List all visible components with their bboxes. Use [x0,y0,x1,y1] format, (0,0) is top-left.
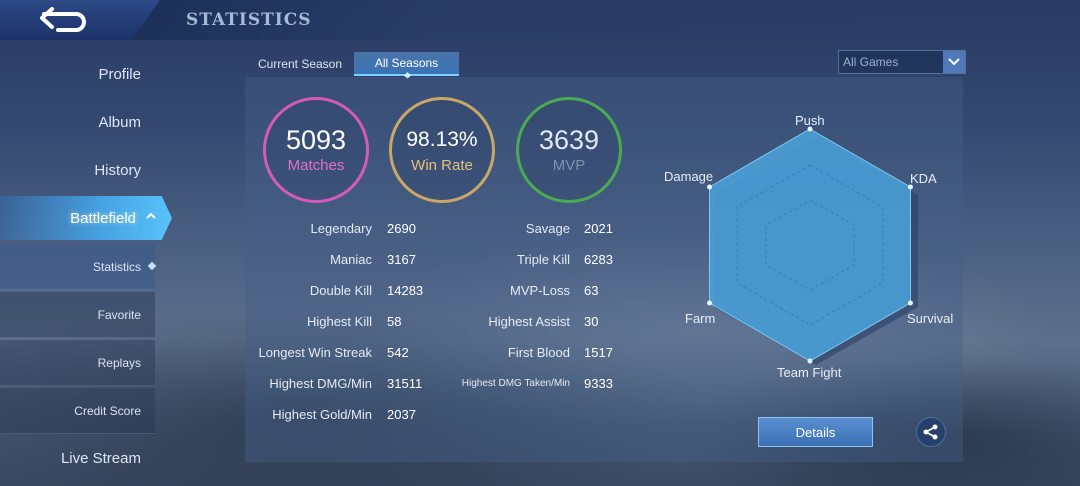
sidebar-item-profile[interactable]: Profile [0,50,155,98]
tab-current-season[interactable]: Current Season [257,57,343,71]
stat-value-legendary: 2690 [387,221,416,236]
sidebar-item-label: Album [98,113,141,131]
matches-value: 5093 [285,125,347,155]
matches-summary: 5093 Matches [263,97,369,203]
back-button[interactable] [0,0,160,40]
stat-label-double-kill: Double Kill [309,283,372,298]
stat-value-mvp-loss: 63 [584,283,599,298]
radar-point [907,300,913,306]
win-rate-label: Win Rate [411,157,473,174]
stat-label-savage: Savage [525,221,570,236]
sidebar-item-label: Live Stream [60,449,141,467]
mvp-summary: 3639 MVP [516,97,622,203]
top-bar [0,0,1080,40]
matches-label: Matches [287,157,345,174]
sidebar-item-label: Favorite [97,307,141,322]
chevron-up-icon [146,212,156,219]
share-button[interactable] [916,417,946,447]
stat-label-first-blood: First Blood [507,345,570,360]
game-filter-value: All Games [843,55,899,69]
radar-axis-label: Push [795,113,825,128]
stat-label-legendary: Legendary [310,221,372,236]
stat-value-maniac: 3167 [387,252,416,267]
sidebar-item-live-stream[interactable]: Live Stream [0,434,155,482]
stat-value-savage: 2021 [584,221,613,236]
radar-axis-label: Farm [685,311,716,326]
sidebar-item-battlefield[interactable]: Battlefield [0,196,172,240]
tab-all-seasons[interactable]: All Seasons [354,52,459,80]
stat-value-triple-kill: 6283 [584,252,613,267]
sidebar-item-label: Statistics [92,259,141,274]
sidebar-subitem-statistics[interactable]: Statistics [0,244,157,290]
stat-label-triple-kill: Triple Kill [517,252,570,267]
tab-label: All Seasons [374,56,439,70]
sidebar-subitem-replays[interactable]: Replays [0,340,155,386]
stat-value-double-kill: 14283 [387,283,424,298]
stat-value-longest-win-streak: 542 [387,345,409,360]
mvp-label: MVP [552,157,586,174]
radar-chart [707,126,918,365]
stat-label-highest-dmg-taken-min: Highest DMG Taken/Min [461,378,570,389]
radar-grid-ring [765,199,855,291]
sidebar-subitem-favorite[interactable]: Favorite [0,292,155,338]
sidebar-item-label: History [94,161,141,179]
sidebar-item-label: Credit Score [74,403,141,418]
details-button[interactable]: Details [758,417,873,447]
page-title: STATISTICS [186,10,312,30]
radar-axis-label: KDA [910,171,937,186]
stat-value-highest-assist: 30 [584,314,599,329]
radar-point [807,358,813,364]
sidebar-item-label: Profile [98,65,141,83]
radar-point [807,126,813,132]
stat-value-highest-kill: 58 [387,314,402,329]
stat-value-highest-gold-min: 2037 [387,407,416,422]
active-indicator-icon [147,261,157,271]
game-filter-select[interactable]: All Games [838,50,966,74]
sidebar-item-label: Battlefield [70,209,136,227]
radar-point [707,184,713,190]
sidebar-item-album[interactable]: Album [0,98,155,146]
performance-radar: Push KDA Survival Team Fight Farm Damage [640,95,980,395]
stat-label-highest-kill: Highest Kill [306,314,372,329]
sidebar-subitem-credit-score[interactable]: Credit Score [0,388,155,434]
win-rate-summary: 98.13% Win Rate [389,97,495,203]
radar-axis-label: Team Fight [777,365,842,380]
sidebar: Profile Album History Battlefield Statis… [0,50,172,486]
stat-label-mvp-loss: MVP-Loss [510,283,570,298]
radar-axis-label: Damage [664,169,714,184]
stat-value-highest-dmg-taken-min: 9333 [584,376,613,391]
radar-axis-label: Survival [907,311,954,326]
stat-label-longest-win-streak: Longest Win Streak [258,345,372,360]
back-arrow-icon [40,7,86,32]
sidebar-item-label: Replays [97,355,141,370]
stat-label-highest-gold-min: Highest Gold/Min [272,407,372,422]
sidebar-item-history[interactable]: History [0,146,155,194]
radar-grid-ring [736,164,884,326]
win-rate-value: 98.13% [406,128,478,151]
stat-label-maniac: Maniac [330,252,372,267]
stat-label-highest-assist: Highest Assist [488,314,570,329]
stat-value-first-blood: 1517 [584,345,613,360]
share-icon [923,424,938,440]
radar-point [907,184,913,190]
radar-point [707,300,713,306]
chevron-down-icon [943,51,965,73]
radar-points [707,126,913,364]
mvp-value: 3639 [538,125,600,155]
stat-label-highest-dmg-min: Highest DMG/Min [269,376,372,391]
stat-value-highest-dmg-min: 31511 [387,376,423,391]
